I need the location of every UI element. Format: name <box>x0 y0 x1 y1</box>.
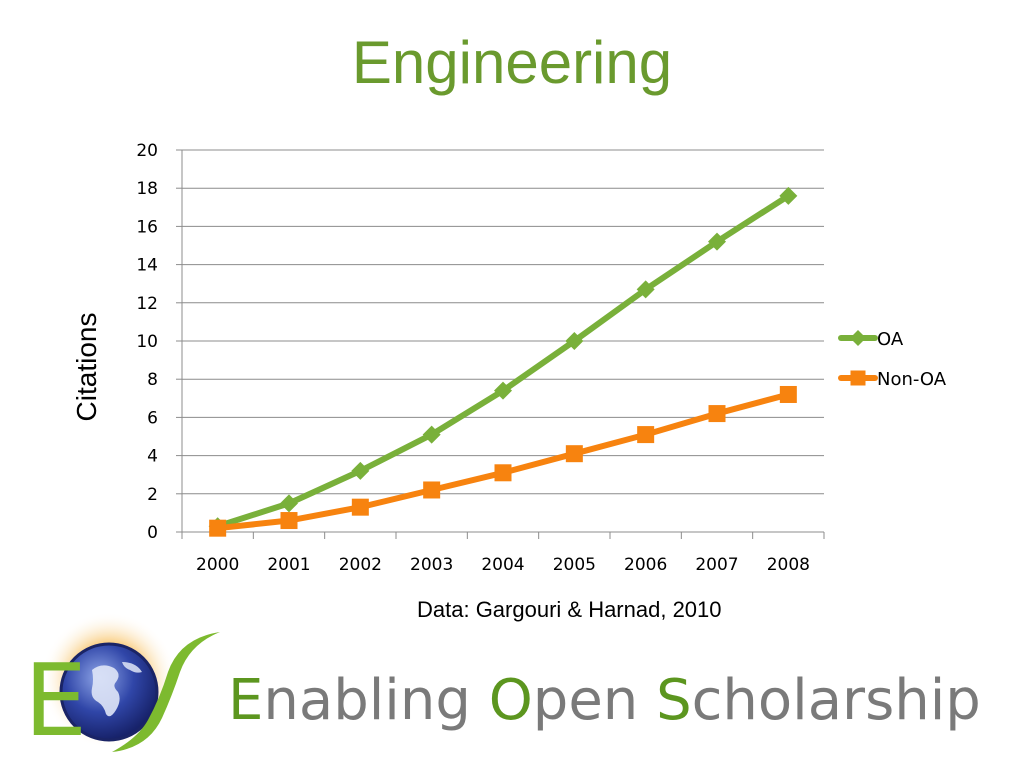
data-point-non-oa <box>209 519 227 537</box>
series-line-non-oa <box>214 391 792 532</box>
footer-title: Enabling Open Scholarship <box>228 668 981 733</box>
x-tick-label: 2000 <box>196 555 239 575</box>
x-tick-label: 2008 <box>767 555 810 575</box>
data-point-oa <box>779 186 798 205</box>
x-tick-label: 2005 <box>553 555 596 575</box>
y-tick-label: 16 <box>136 217 158 237</box>
x-tick-label: 2001 <box>267 555 310 575</box>
y-tick-label: 14 <box>136 256 158 276</box>
y-tick-label: 4 <box>147 447 158 467</box>
slide-title: Engineering <box>351 29 673 96</box>
eos-logo: E <box>24 612 220 759</box>
y-tick-label: 12 <box>136 294 158 314</box>
footer-initial-e: E <box>228 668 264 733</box>
chart-legend: OA Non-OA <box>838 329 947 390</box>
y-tick-label: 20 <box>136 141 158 161</box>
legend-label-oa: OA <box>877 329 904 350</box>
y-tick-label: 18 <box>136 179 158 199</box>
x-tick-label: 2004 <box>481 555 524 575</box>
data-point-non-oa <box>637 426 655 444</box>
data-point-non-oa <box>779 385 797 403</box>
data-point-oa <box>351 461 370 480</box>
legend-marker-oa <box>850 330 866 346</box>
y-tick-label: 6 <box>147 408 158 428</box>
data-point-oa <box>280 494 298 513</box>
continent-shape <box>91 665 120 717</box>
x-tick-label: 2002 <box>339 555 382 575</box>
x-tick-label: 2003 <box>410 555 453 575</box>
y-tick-label: 0 <box>147 523 158 543</box>
data-point-non-oa <box>351 498 369 516</box>
data-point-non-oa <box>280 512 298 530</box>
chart-axes: 0 2 4 6 8 10 12 14 16 18 20 2000 2001 2002 2003 2004 200… <box>136 141 825 575</box>
x-tick-label: 2007 <box>695 555 738 575</box>
footer-word-enabling: nabling <box>263 668 489 733</box>
legend-label-non-oa: Non-OA <box>877 369 947 390</box>
data-point-oa <box>636 280 655 299</box>
data-point-non-oa <box>565 445 583 463</box>
footer-initial-o: O <box>488 668 533 733</box>
footer-word-open: pen <box>532 668 657 733</box>
data-point-non-oa <box>494 464 512 482</box>
y-tick-label: 10 <box>136 332 158 352</box>
y-axis-title: Citations <box>71 313 102 422</box>
data-point-oa <box>565 332 584 350</box>
legend-marker-non-oa <box>850 370 866 386</box>
footer-initial-s: S <box>656 668 692 733</box>
logo-swoosh-icon <box>112 632 220 752</box>
chart-series <box>208 186 798 537</box>
data-point-non-oa <box>708 405 726 423</box>
data-point-oa <box>708 232 726 251</box>
data-source-note: Data: Gargouri & Harnad, 2010 <box>417 597 722 622</box>
y-tick-label: 8 <box>147 370 158 390</box>
chart-gridlines <box>182 149 824 495</box>
data-point-oa <box>494 381 512 400</box>
x-tick-label: 2006 <box>624 555 667 575</box>
footer-word-scholarship: cholarship <box>691 668 981 733</box>
data-point-non-oa <box>423 481 441 499</box>
logo-letter-e: E <box>24 642 87 759</box>
data-point-oa <box>422 425 441 444</box>
y-tick-label: 2 <box>147 485 158 505</box>
